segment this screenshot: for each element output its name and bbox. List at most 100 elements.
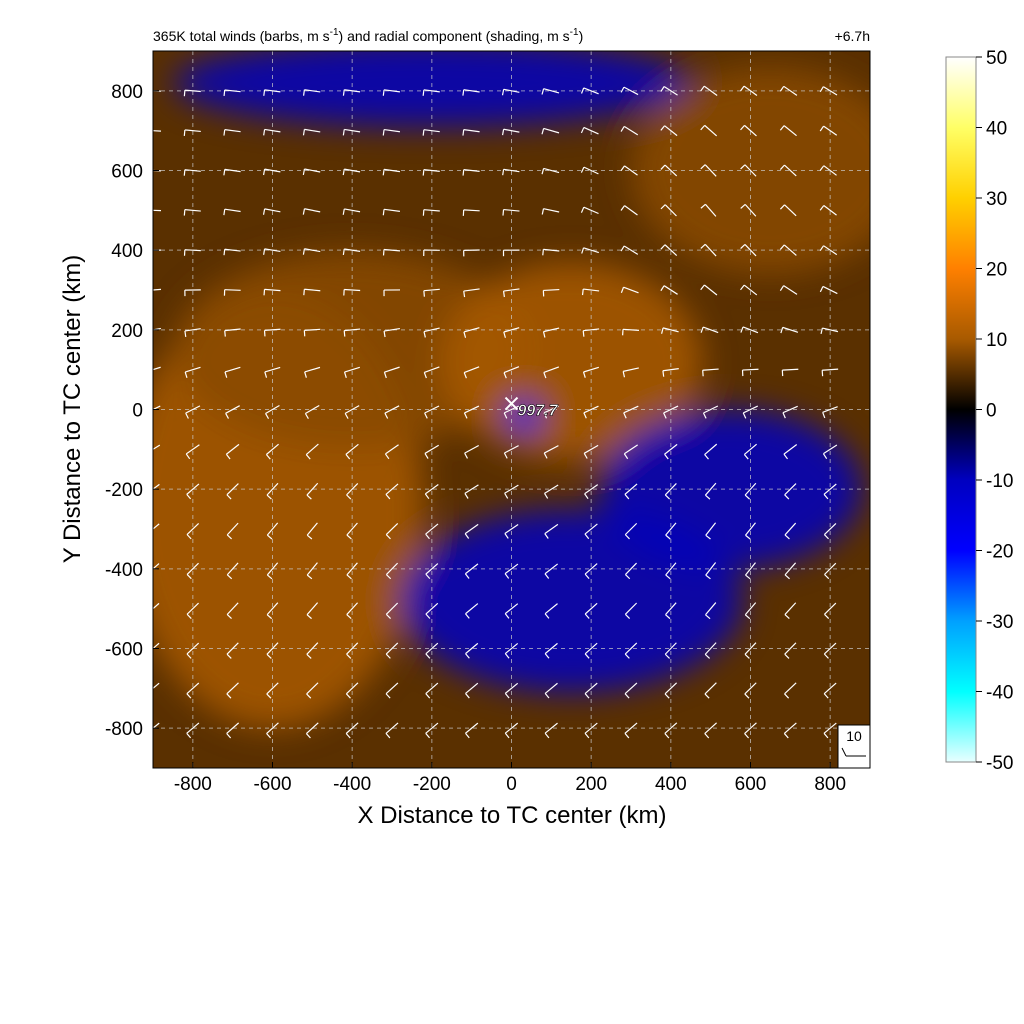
wind-barb-shaft	[305, 443, 319, 456]
wind-barb-shaft	[425, 722, 439, 734]
wind-barb-shaft	[153, 563, 160, 570]
wind-barb-flag	[584, 613, 590, 619]
wind-barb-flag	[544, 613, 550, 619]
wind-barb-shaft	[823, 86, 838, 96]
wind-barb-flag	[664, 494, 671, 500]
wind-barb-shaft	[184, 89, 201, 93]
wind-barb-flag	[665, 574, 671, 580]
wind-barb-flag	[422, 169, 425, 176]
wind-barb-flag	[779, 285, 785, 291]
wind-barb-flag	[501, 89, 505, 96]
wind-barb	[624, 642, 638, 659]
wind-barb	[465, 603, 479, 619]
wind-barb	[740, 164, 757, 177]
wind-barb-shaft	[504, 445, 519, 454]
wind-barb	[740, 284, 758, 296]
wind-barb	[306, 482, 319, 500]
wind-barb-shaft	[186, 562, 199, 575]
wind-barb-flag	[624, 493, 630, 500]
wind-barb	[742, 405, 758, 419]
wind-barb	[346, 562, 358, 580]
wind-barb-flag	[147, 574, 151, 579]
wind-barb-flag	[704, 454, 709, 460]
wind-barb-flag	[342, 208, 345, 215]
wind-barb	[503, 366, 520, 379]
wind-barb-shaft	[463, 129, 480, 133]
wind-barb-shaft	[783, 444, 798, 455]
wind-barb	[822, 406, 838, 419]
wind-barb-flag	[382, 209, 385, 216]
wind-barb	[580, 166, 599, 175]
shading-region-south-inflow	[399, 509, 743, 693]
wind-barb-shaft	[823, 165, 837, 176]
colorbar-tick-label: 20	[986, 260, 1007, 281]
wind-barb	[382, 248, 401, 256]
wind-barb	[824, 562, 837, 580]
wind-barb-shaft	[503, 208, 520, 212]
wind-barb-shaft	[306, 522, 318, 536]
wind-barb-flag	[700, 203, 706, 209]
wind-barb-flag	[704, 733, 710, 739]
wind-barb	[782, 405, 798, 419]
wind-barb	[504, 682, 519, 699]
wind-barb	[266, 562, 279, 580]
wind-barb-flag	[624, 653, 630, 659]
wind-barb	[462, 209, 480, 216]
wind-barb	[821, 368, 839, 377]
wind-barb	[383, 366, 400, 379]
wind-barb	[382, 168, 401, 176]
wind-barb	[502, 249, 520, 257]
wind-barb	[302, 128, 321, 136]
wind-barb-flag	[225, 413, 230, 419]
wind-barb-shaft	[543, 288, 560, 292]
wind-barb	[342, 128, 361, 136]
wind-barb-flag	[705, 494, 711, 500]
y-tick-label: 600	[111, 162, 143, 183]
wind-barb-flag	[463, 291, 466, 298]
wind-barb-shaft	[784, 562, 797, 576]
wind-barb-flag	[624, 693, 630, 699]
wind-barb	[624, 562, 638, 580]
wind-barb	[425, 682, 439, 699]
wind-barb	[664, 642, 677, 659]
wind-barb	[345, 682, 359, 699]
wind-barb-flag	[346, 653, 352, 659]
y-tick-label: -800	[105, 719, 143, 740]
wind-barb-flag	[502, 290, 505, 298]
wind-barb	[304, 404, 320, 419]
wind-barb-shaft	[664, 125, 678, 137]
wind-barb	[819, 245, 838, 256]
wind-barb-shaft	[185, 444, 200, 455]
wind-barb-flag	[664, 693, 670, 699]
wind-barb-shaft	[584, 602, 598, 615]
wind-barb-shaft	[783, 722, 797, 734]
wind-barb-shaft	[504, 563, 519, 575]
x-axis-label: X Distance to TC center (km)	[358, 802, 667, 829]
wind-barb-shaft	[543, 248, 560, 252]
wind-barb-shaft	[345, 722, 359, 734]
wind-barb-shaft	[503, 288, 520, 292]
wind-barb	[186, 642, 200, 659]
wind-barb	[581, 247, 599, 254]
wind-barb-flag	[346, 534, 352, 540]
wind-barb	[584, 722, 598, 739]
wind-barb-shaft	[226, 562, 239, 576]
wind-barb-flag	[147, 693, 151, 698]
wind-barb-flag	[700, 124, 706, 131]
wind-barb-flag	[584, 533, 590, 540]
wind-barb-flag	[742, 412, 747, 419]
wind-barb-flag	[700, 326, 704, 333]
wind-barb	[223, 289, 241, 296]
wind-barb	[226, 642, 239, 659]
wind-barb-shaft	[264, 168, 281, 173]
wind-barb-shaft	[464, 405, 480, 414]
wind-barb-flag	[226, 534, 233, 540]
wind-barb-flag	[503, 412, 508, 419]
wind-barb-flag	[383, 372, 387, 379]
wind-barb-flag	[464, 573, 470, 579]
wind-barb-flag	[504, 533, 509, 539]
wind-barb-flag	[462, 89, 465, 96]
wind-barb-shaft	[704, 284, 718, 296]
wind-barb	[502, 168, 520, 176]
wind-barb	[226, 483, 239, 500]
